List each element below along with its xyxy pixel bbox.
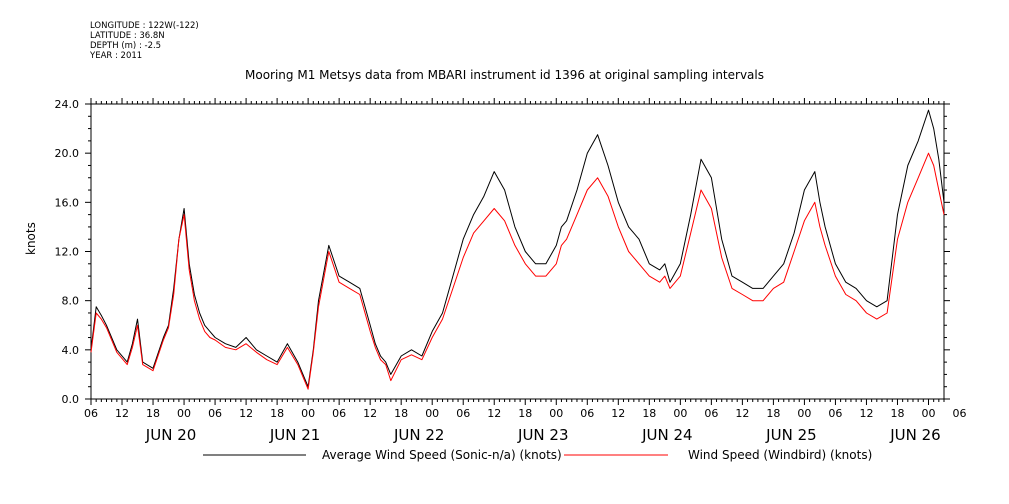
y-tick-label: 20.0 xyxy=(55,147,80,160)
x-hour-label: 18 xyxy=(890,407,904,420)
x-hour-label: 12 xyxy=(735,407,749,420)
y-tick-label: 8.0 xyxy=(62,295,80,308)
x-day-label: JUN 23 xyxy=(517,426,568,444)
legend-label: Average Wind Speed (Sonic-n/a) (knots) xyxy=(322,448,562,462)
y-tick-label: 12.0 xyxy=(55,246,80,259)
series-line-average-wind-speed xyxy=(90,109,945,388)
x-hour-label: 06 xyxy=(953,407,967,420)
x-hour-label: 06 xyxy=(208,407,222,420)
x-day-label: JUN 22 xyxy=(393,426,444,444)
x-day-label: JUN 20 xyxy=(145,426,196,444)
x-day-label: JUN 26 xyxy=(889,426,940,444)
meta-longitude: LONGITUDE : 122W(-122) xyxy=(90,21,199,31)
meta-latitude: LATITUDE : 36.8N xyxy=(90,31,165,41)
x-hour-label: 06 xyxy=(456,407,470,420)
x-hour-label: 12 xyxy=(611,407,625,420)
x-hour-label: 00 xyxy=(673,407,687,420)
y-tick-label: 16.0 xyxy=(55,196,80,209)
x-day-label: JUN 25 xyxy=(765,426,816,444)
x-hour-label: 12 xyxy=(115,407,129,420)
x-hour-label: 00 xyxy=(425,407,439,420)
x-hour-label: 18 xyxy=(146,407,160,420)
x-day-label: JUN 24 xyxy=(641,426,692,444)
x-hour-label: 18 xyxy=(394,407,408,420)
x-hour-label: 06 xyxy=(84,407,98,420)
x-hour-label: 06 xyxy=(704,407,718,420)
x-hour-label: 18 xyxy=(518,407,532,420)
series-line-windbird-speed xyxy=(90,152,945,390)
y-tick-label: 24.0 xyxy=(55,98,80,111)
x-hour-label: 06 xyxy=(580,407,594,420)
x-hour-label: 00 xyxy=(301,407,315,420)
x-hour-label: 18 xyxy=(270,407,284,420)
x-hour-label: 06 xyxy=(828,407,842,420)
meta-year: YEAR : 2011 xyxy=(90,51,143,61)
meta-depth: DEPTH (m) : -2.5 xyxy=(90,41,162,51)
x-hour-label: 12 xyxy=(487,407,501,420)
chart-title: Mooring M1 Metsys data from MBARI instru… xyxy=(245,68,764,82)
y-tick-label: 4.0 xyxy=(62,344,80,357)
x-hour-label: 12 xyxy=(239,407,253,420)
legend-label: Wind Speed (Windbird) (knots) xyxy=(688,448,872,462)
x-day-label: JUN 21 xyxy=(269,426,320,444)
x-hour-label: 06 xyxy=(332,407,346,420)
y-tick-label: 0.0 xyxy=(62,393,80,406)
plot-frame xyxy=(90,103,945,400)
x-hour-label: 12 xyxy=(363,407,377,420)
metadata-block: LONGITUDE : 122W(-122) LATITUDE : 36.8N … xyxy=(90,21,199,61)
x-hour-label: 00 xyxy=(797,407,811,420)
x-hour-label: 00 xyxy=(549,407,563,420)
x-hour-label: 18 xyxy=(642,407,656,420)
x-hour-label: 00 xyxy=(921,407,935,420)
x-hour-label: 00 xyxy=(177,407,191,420)
x-hour-label: 18 xyxy=(766,407,780,420)
x-hour-label: 12 xyxy=(859,407,873,420)
